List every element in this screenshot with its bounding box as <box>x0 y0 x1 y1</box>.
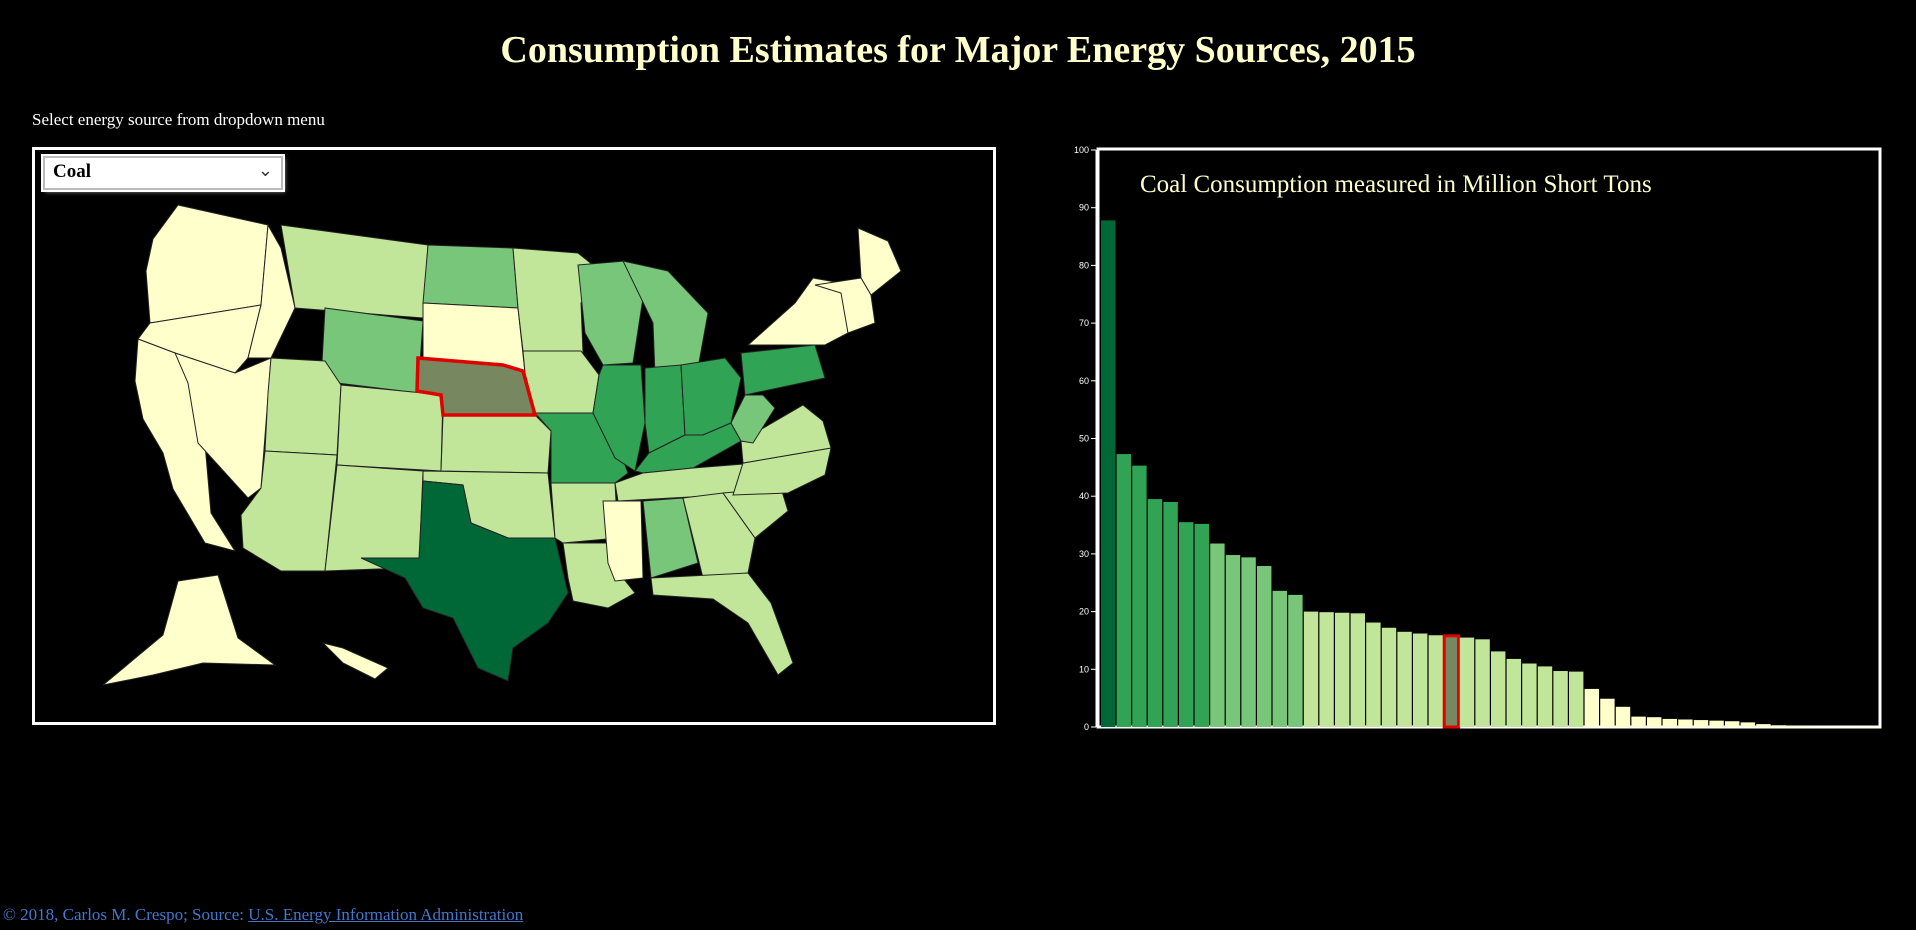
y-tick-label: 50 <box>1079 434 1089 444</box>
state-ia[interactable] <box>522 350 600 414</box>
state-co[interactable] <box>336 384 444 472</box>
bar[interactable] <box>1101 220 1116 727</box>
bar[interactable] <box>1865 726 1880 728</box>
map-panel: Coal ⌄ <box>32 147 996 725</box>
bar[interactable] <box>1288 594 1303 727</box>
state-tx[interactable] <box>360 480 569 682</box>
bar[interactable] <box>1350 613 1365 727</box>
bar[interactable] <box>1537 666 1553 727</box>
bar[interactable] <box>1631 716 1646 727</box>
dropdown-selected-value: Coal <box>53 161 91 182</box>
y-tick-label: 70 <box>1079 318 1089 328</box>
y-tick-label: 80 <box>1079 260 1089 270</box>
y-tick-label: 100 <box>1074 145 1089 155</box>
bar-chart: Coal Consumption measured in Million Sho… <box>1074 145 1882 732</box>
y-tick-label: 40 <box>1079 491 1089 501</box>
bar[interactable] <box>1740 722 1755 727</box>
bar[interactable] <box>1678 719 1693 728</box>
bar[interactable] <box>1366 622 1381 727</box>
state-fl[interactable] <box>650 572 794 676</box>
bar[interactable] <box>1491 651 1506 727</box>
state-il[interactable] <box>592 364 646 472</box>
bar[interactable] <box>1771 725 1787 727</box>
bar[interactable] <box>1849 726 1865 728</box>
state-ut[interactable] <box>264 357 342 456</box>
bar[interactable] <box>1600 698 1615 727</box>
bar[interactable] <box>1475 639 1490 727</box>
bar[interactable] <box>1818 726 1833 728</box>
footer-credit: © 2018, Carlos M. Crespo; Source: <box>3 905 249 924</box>
y-tick-label: 90 <box>1079 203 1089 213</box>
bar[interactable] <box>1693 720 1709 727</box>
bar[interactable] <box>1709 720 1724 727</box>
y-tick-label: 60 <box>1079 376 1089 386</box>
dropdown-instruction: Select energy source from dropdown menu <box>32 110 325 129</box>
y-tick-label: 0 <box>1084 722 1089 732</box>
y-tick-label: 30 <box>1079 549 1089 559</box>
state-al[interactable] <box>642 497 699 579</box>
energy-source-dropdown[interactable]: Coal ⌄ <box>43 156 283 190</box>
bar[interactable] <box>1303 611 1319 727</box>
bar[interactable] <box>1442 634 1461 729</box>
bar[interactable] <box>1428 635 1443 727</box>
bar[interactable] <box>1584 688 1599 727</box>
bar[interactable] <box>1163 501 1178 727</box>
state-me[interactable] <box>857 227 902 296</box>
page-title: Consumption Estimates for Major Energy S… <box>500 29 1416 71</box>
bar[interactable] <box>1132 465 1147 727</box>
state-ne-states[interactable] <box>814 277 876 334</box>
bar[interactable] <box>1787 725 1802 727</box>
state-nv[interactable] <box>174 352 272 499</box>
bar[interactable] <box>1647 717 1662 727</box>
bar[interactable] <box>1272 590 1287 727</box>
state-ak[interactable] <box>102 574 277 686</box>
us-choropleth-map <box>102 204 902 686</box>
state-ms[interactable] <box>602 500 644 582</box>
bar[interactable] <box>1413 633 1428 727</box>
bar[interactable] <box>1179 522 1194 727</box>
chart-title: Coal Consumption measured in Million Sho… <box>1140 171 1652 198</box>
bar[interactable] <box>1241 557 1256 727</box>
state-ne[interactable] <box>415 356 538 417</box>
bar[interactable] <box>1569 671 1584 727</box>
chevron-down-icon: ⌄ <box>257 160 273 180</box>
bar[interactable] <box>1397 631 1412 727</box>
bar[interactable] <box>1522 663 1537 727</box>
bar[interactable] <box>1553 671 1568 727</box>
bar[interactable] <box>1756 724 1771 727</box>
bar[interactable] <box>1803 726 1818 727</box>
bar[interactable] <box>1662 718 1677 727</box>
state-hi[interactable] <box>321 642 389 680</box>
bar[interactable] <box>1506 658 1521 727</box>
state-ar[interactable] <box>550 482 619 544</box>
state-ga[interactable] <box>682 492 756 579</box>
bar[interactable] <box>1194 523 1209 727</box>
bar-chart-container: Coal Consumption measured in Million Sho… <box>1060 140 1890 740</box>
state-mt[interactable] <box>280 224 429 319</box>
source-link[interactable]: U.S. Energy Information Administration <box>248 905 524 924</box>
bar[interactable] <box>1834 726 1849 728</box>
bar[interactable] <box>1335 612 1350 727</box>
state-va[interactable] <box>740 404 832 464</box>
state-az[interactable] <box>240 450 338 572</box>
footer: © 2018, Carlos M. Crespo; Source: U.S. E… <box>3 905 523 925</box>
state-wa[interactable] <box>145 204 269 324</box>
bar[interactable] <box>1147 499 1163 727</box>
y-tick-label: 10 <box>1079 664 1089 674</box>
state-nm[interactable] <box>324 464 424 572</box>
state-ks[interactable] <box>440 414 552 474</box>
bar[interactable] <box>1725 721 1740 727</box>
bar[interactable] <box>1459 637 1475 727</box>
y-tick-label: 20 <box>1079 607 1089 617</box>
state-pa[interactable] <box>740 344 826 396</box>
bar[interactable] <box>1381 627 1397 727</box>
bar[interactable] <box>1116 454 1131 727</box>
bar[interactable] <box>1319 612 1334 727</box>
bar[interactable] <box>1225 555 1241 727</box>
bar[interactable] <box>1615 706 1631 727</box>
bar[interactable] <box>1210 543 1225 727</box>
state-nd[interactable] <box>422 244 519 309</box>
bar[interactable] <box>1257 566 1272 727</box>
